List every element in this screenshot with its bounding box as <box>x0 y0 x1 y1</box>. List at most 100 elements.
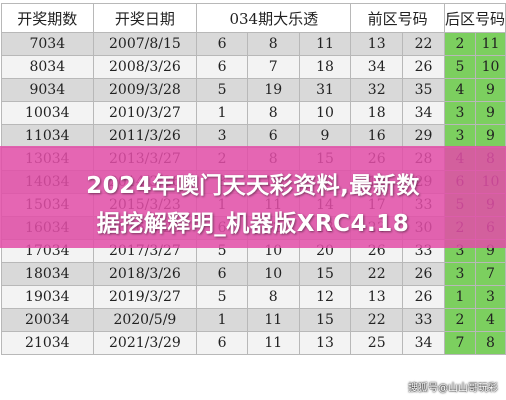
front-number-cell: 35 <box>402 78 445 102</box>
front-number-cell: 13 <box>350 285 404 309</box>
issue-cell: 8034 <box>1 55 94 79</box>
front-number-cell: 33 <box>402 308 445 332</box>
front-number-cell: 22 <box>350 308 404 332</box>
front-number-cell: 6 <box>196 32 248 56</box>
back-number-cell: 7 <box>443 331 476 355</box>
table-row: 21034 2021/3/29 6 11 13 25 34 7 8 <box>1 331 506 355</box>
issue-cell: 19034 <box>1 285 94 309</box>
date-cell: 2020/5/9 <box>92 308 198 332</box>
front-number-cell: 34 <box>402 331 445 355</box>
front-number-cell: 18 <box>350 101 404 125</box>
front-number-cell: 18 <box>298 55 352 79</box>
front-number-cell: 13 <box>350 32 404 56</box>
back-number-cell: 4 <box>474 308 506 332</box>
header-row: 开奖期数 开奖日期 034期大乐透 前区号码 后区号码 <box>1 3 506 33</box>
front-number-cell: 25 <box>350 331 404 355</box>
front-number-cell: 1 <box>196 101 248 125</box>
front-number-cell: 11 <box>246 308 300 332</box>
header-lottery-title: 034期大乐透 <box>196 3 352 33</box>
back-number-cell: 7 <box>474 262 506 286</box>
back-number-cell: 11 <box>474 32 506 56</box>
front-number-cell: 13 <box>298 331 352 355</box>
back-number-cell: 2 <box>443 308 476 332</box>
front-number-cell: 16 <box>350 124 404 148</box>
source-watermark: 搜狐号@山山哥玩彩 <box>408 383 498 394</box>
header-front-zone: 前区号码 <box>350 3 445 33</box>
back-number-cell: 3 <box>443 262 476 286</box>
header-date: 开奖日期 <box>92 3 198 33</box>
front-number-cell: 1 <box>196 308 248 332</box>
date-cell: 2019/3/27 <box>92 285 198 309</box>
front-number-cell: 15 <box>298 262 352 286</box>
front-number-cell: 15 <box>298 308 352 332</box>
front-number-cell: 6 <box>196 331 248 355</box>
issue-cell: 18034 <box>1 262 94 286</box>
front-number-cell: 8 <box>246 101 300 125</box>
issue-cell: 9034 <box>1 78 94 102</box>
front-number-cell: 34 <box>402 101 445 125</box>
date-cell: 2007/8/15 <box>92 32 198 56</box>
table-row: 19034 2019/3/27 5 8 12 13 26 1 3 <box>1 285 506 309</box>
back-number-cell: 8 <box>474 331 506 355</box>
front-number-cell: 22 <box>350 262 404 286</box>
overlay-banner: 2024年噢门天天彩资料,最新数 据挖解释明_机器版XRC4.18 <box>0 146 506 248</box>
front-number-cell: 31 <box>298 78 352 102</box>
front-number-cell: 26 <box>402 55 445 79</box>
banner-title-line-2: 据挖解释明_机器版XRC4.18 <box>96 211 410 237</box>
date-cell: 2009/3/28 <box>92 78 198 102</box>
date-cell: 2008/3/26 <box>92 55 198 79</box>
back-number-cell: 3 <box>443 124 476 148</box>
table-row: 10034 2010/3/27 1 8 10 18 34 3 9 <box>1 101 506 125</box>
front-number-cell: 11 <box>246 331 300 355</box>
front-number-cell: 6 <box>196 262 248 286</box>
front-number-cell: 9 <box>298 124 352 148</box>
back-number-cell: 4 <box>443 78 476 102</box>
issue-cell: 21034 <box>1 331 94 355</box>
back-number-cell: 9 <box>474 124 506 148</box>
front-number-cell: 34 <box>350 55 404 79</box>
front-number-cell: 5 <box>196 285 248 309</box>
back-number-cell: 9 <box>474 101 506 125</box>
back-number-cell: 10 <box>474 55 506 79</box>
front-number-cell: 29 <box>402 124 445 148</box>
back-number-cell: 3 <box>443 101 476 125</box>
front-number-cell: 26 <box>402 285 445 309</box>
front-number-cell: 19 <box>246 78 300 102</box>
front-number-cell: 32 <box>350 78 404 102</box>
front-number-cell: 7 <box>246 55 300 79</box>
table-row: 9034 2009/3/28 5 19 31 32 35 4 9 <box>1 78 506 102</box>
header-issue: 开奖期数 <box>1 3 94 33</box>
back-number-cell: 3 <box>474 285 506 309</box>
front-number-cell: 6 <box>196 55 248 79</box>
table-row: 8034 2008/3/26 6 7 18 34 26 5 10 <box>1 55 506 79</box>
date-cell: 2010/3/27 <box>92 101 198 125</box>
issue-cell: 11034 <box>1 124 94 148</box>
front-number-cell: 26 <box>402 262 445 286</box>
back-number-cell: 9 <box>474 78 506 102</box>
issue-cell: 7034 <box>1 32 94 56</box>
date-cell: 2018/3/26 <box>92 262 198 286</box>
table-row: 11034 2011/3/26 3 6 9 16 29 3 9 <box>1 124 506 148</box>
header-back-zone: 后区号码 <box>443 3 506 33</box>
front-number-cell: 5 <box>196 78 248 102</box>
front-number-cell: 8 <box>246 285 300 309</box>
table-row: 20034 2020/5/9 1 11 15 22 33 2 4 <box>1 308 506 332</box>
back-number-cell: 5 <box>443 55 476 79</box>
front-number-cell: 22 <box>402 32 445 56</box>
front-number-cell: 11 <box>298 32 352 56</box>
front-number-cell: 10 <box>298 101 352 125</box>
banner-title-line-1: 2024年噢门天天彩资料,最新数 <box>86 173 420 199</box>
issue-cell: 20034 <box>1 308 94 332</box>
front-number-cell: 12 <box>298 285 352 309</box>
table-row: 18034 2018/3/26 6 10 15 22 26 3 7 <box>1 262 506 286</box>
back-number-cell: 2 <box>443 32 476 56</box>
front-number-cell: 10 <box>246 262 300 286</box>
front-number-cell: 6 <box>246 124 300 148</box>
date-cell: 2011/3/26 <box>92 124 198 148</box>
front-number-cell: 3 <box>196 124 248 148</box>
back-number-cell: 1 <box>443 285 476 309</box>
front-number-cell: 8 <box>246 32 300 56</box>
date-cell: 2021/3/29 <box>92 331 198 355</box>
issue-cell: 10034 <box>1 101 94 125</box>
